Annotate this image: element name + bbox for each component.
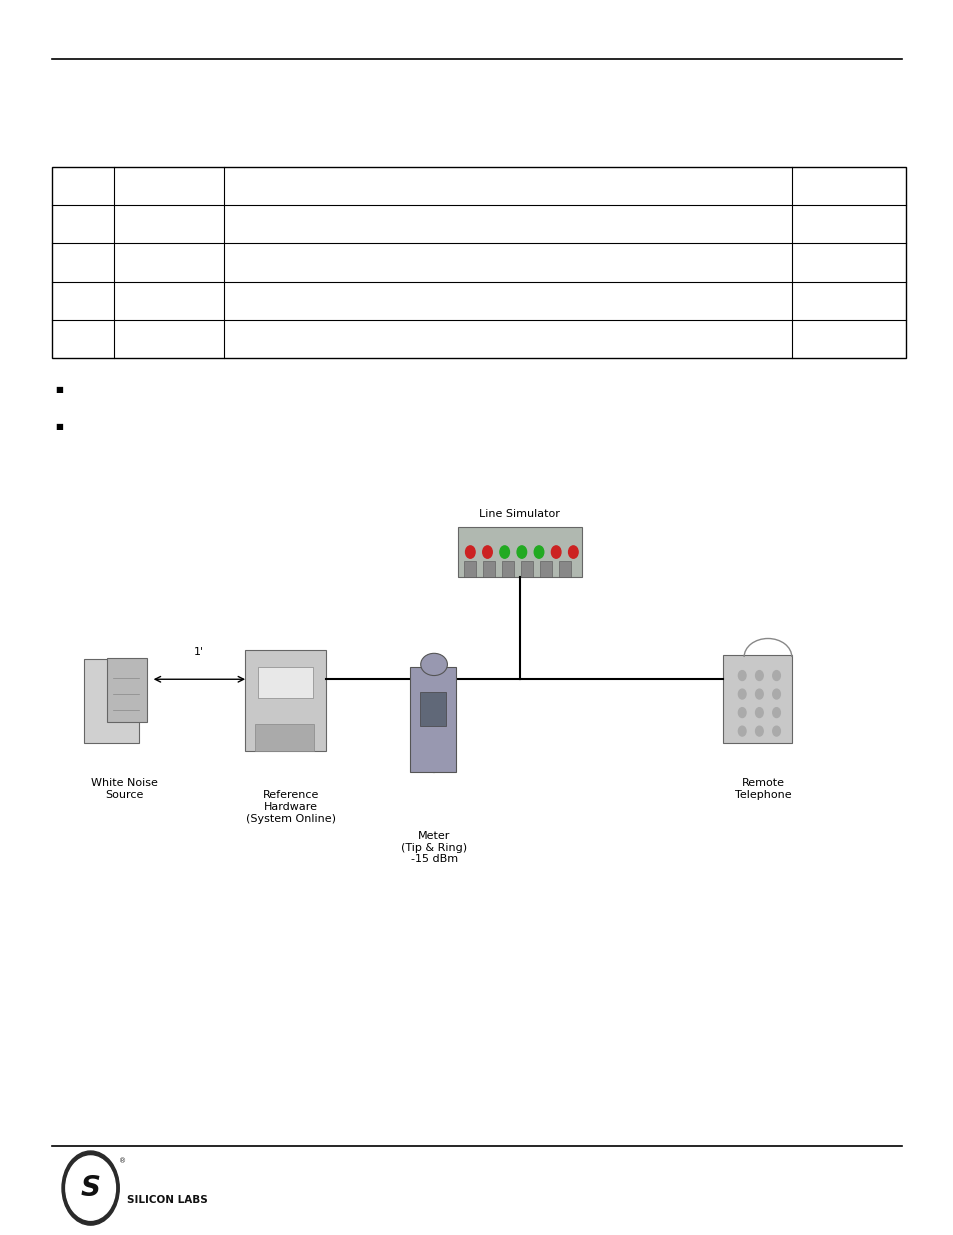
Circle shape — [772, 726, 780, 736]
Text: SILICON LABS: SILICON LABS — [127, 1195, 208, 1205]
Text: Line Simulator: Line Simulator — [479, 509, 559, 519]
Circle shape — [62, 1151, 119, 1225]
Circle shape — [772, 689, 780, 699]
Circle shape — [534, 546, 543, 558]
Bar — [520, 561, 533, 577]
Circle shape — [772, 708, 780, 718]
Circle shape — [465, 546, 475, 558]
Text: 1': 1' — [194, 647, 204, 657]
Bar — [482, 561, 495, 577]
Text: Remote
Telephone: Remote Telephone — [734, 778, 791, 799]
Text: S: S — [81, 1174, 100, 1202]
Bar — [463, 561, 476, 577]
Text: ■: ■ — [55, 384, 63, 394]
Text: Meter
(Tip & Ring)
-15 dBm: Meter (Tip & Ring) -15 dBm — [400, 831, 467, 864]
Ellipse shape — [420, 653, 447, 676]
Text: Reference
Hardware
(System Online): Reference Hardware (System Online) — [246, 790, 335, 824]
Text: ®: ® — [119, 1158, 126, 1163]
Circle shape — [738, 708, 745, 718]
Bar — [410, 667, 456, 772]
Circle shape — [66, 1156, 115, 1220]
Circle shape — [499, 546, 509, 558]
Circle shape — [482, 546, 492, 558]
Bar — [257, 667, 313, 698]
Circle shape — [755, 671, 762, 680]
Bar — [457, 527, 581, 577]
Circle shape — [568, 546, 578, 558]
Circle shape — [738, 671, 745, 680]
Circle shape — [738, 726, 745, 736]
Circle shape — [517, 546, 526, 558]
Text: White Noise
Source: White Noise Source — [91, 778, 157, 799]
Bar — [245, 650, 326, 751]
Bar — [254, 724, 314, 751]
Bar — [539, 561, 552, 577]
Circle shape — [738, 689, 745, 699]
Bar — [501, 561, 514, 577]
Bar — [107, 658, 147, 722]
Circle shape — [772, 671, 780, 680]
Circle shape — [755, 708, 762, 718]
Text: ■: ■ — [55, 421, 63, 431]
Bar — [558, 561, 571, 577]
Circle shape — [755, 726, 762, 736]
Bar — [52, 167, 905, 358]
Bar — [722, 655, 791, 743]
Bar — [419, 692, 446, 726]
Circle shape — [755, 689, 762, 699]
Circle shape — [551, 546, 560, 558]
Bar — [84, 659, 139, 743]
